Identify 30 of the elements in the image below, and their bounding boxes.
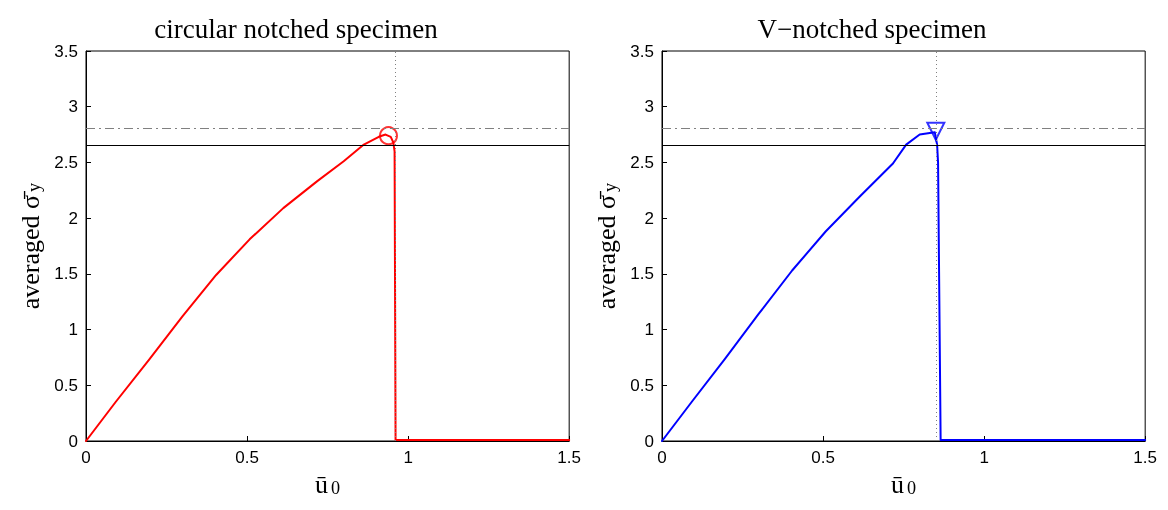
x-tick-label: 0.5	[811, 448, 835, 467]
x-tick-label: 0	[81, 448, 91, 467]
x-tick-label: 0.5	[235, 448, 259, 467]
y-tick-label: 3.5	[54, 41, 78, 61]
y-tick-label: 1.5	[630, 264, 654, 284]
x-tick-label: 1	[979, 448, 989, 467]
y-tick-label: 0.5	[630, 375, 654, 395]
x-axis-title: ū0	[891, 469, 917, 499]
y-tick-label: 3.5	[630, 41, 654, 61]
chart-title: circular notched specimen	[154, 13, 439, 44]
y-tick-label: 1	[68, 320, 78, 340]
y-tick-label: 1	[644, 320, 654, 340]
x-tick-label: 1.5	[557, 448, 581, 467]
y-tick-label: 0.5	[54, 375, 78, 395]
y-tick-label: 0	[68, 431, 78, 451]
x-tick-label: 0	[657, 448, 667, 467]
x-axis-title: ū0	[315, 469, 341, 499]
y-axis-title: averaged σ̄y	[591, 181, 621, 310]
y-tick-label: 3	[644, 97, 654, 117]
y-tick-label: 2	[644, 208, 654, 228]
y-tick-label: 3	[68, 97, 78, 117]
y-tick-label: 2.5	[630, 152, 654, 172]
y-tick-label: 2	[68, 208, 78, 228]
y-axis-title: averaged σ̄y	[15, 181, 45, 310]
y-tick-label: 1.5	[54, 264, 78, 284]
x-tick-label: 1	[403, 448, 413, 467]
y-tick-label: 0	[644, 431, 654, 451]
x-tick-label: 1.5	[1133, 448, 1157, 467]
y-tick-label: 2.5	[54, 152, 78, 172]
chart-title: V−notched specimen	[757, 13, 987, 44]
